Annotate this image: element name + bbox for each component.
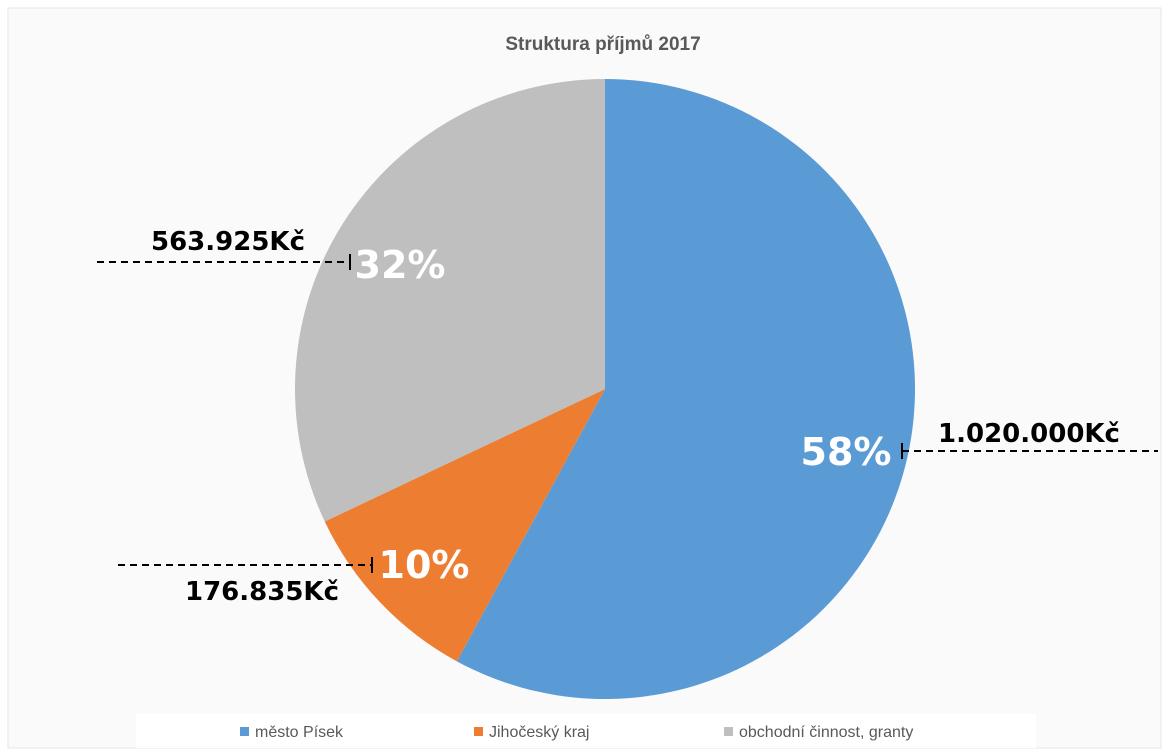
chart-title: Struktura příjmů 2017 bbox=[505, 34, 700, 55]
pie-slices bbox=[295, 79, 916, 699]
slice-jihocesky-kraj bbox=[324, 389, 605, 662]
percent-label-jihocesky-kraj: 10% bbox=[379, 543, 470, 587]
legend-label-obchodni-cinnost: obchodní činnost, granty bbox=[739, 724, 913, 741]
leader-lines bbox=[97, 254, 1158, 573]
percent-label-obchodni-cinnost: 32% bbox=[355, 243, 446, 287]
amount-label-mesto-pisek: 1.020.000Kč bbox=[938, 419, 1120, 449]
slice-mesto-pisek bbox=[456, 79, 916, 699]
percent-label-mesto-pisek: 58% bbox=[801, 430, 892, 474]
legend-box bbox=[136, 714, 1036, 748]
legend: město Písek Jihočeský kraj obchodní činn… bbox=[136, 714, 1036, 748]
slice-obchodni-cinnost bbox=[295, 79, 605, 522]
amount-label-jihocesky-kraj: 176.835Kč bbox=[185, 577, 339, 607]
legend-label-mesto-pisek: město Písek bbox=[255, 724, 344, 741]
legend-swatch-jihocesky-kraj bbox=[474, 727, 483, 736]
amount-label-obchodni-cinnost: 563.925Kč bbox=[151, 227, 305, 257]
legend-swatch-mesto-pisek bbox=[240, 727, 249, 736]
percent-labels: 58% 10% 32% bbox=[355, 243, 892, 587]
legend-label-jihocesky-kraj: Jihočeský kraj bbox=[489, 724, 589, 741]
legend-swatch-obchodni-cinnost bbox=[724, 727, 733, 736]
